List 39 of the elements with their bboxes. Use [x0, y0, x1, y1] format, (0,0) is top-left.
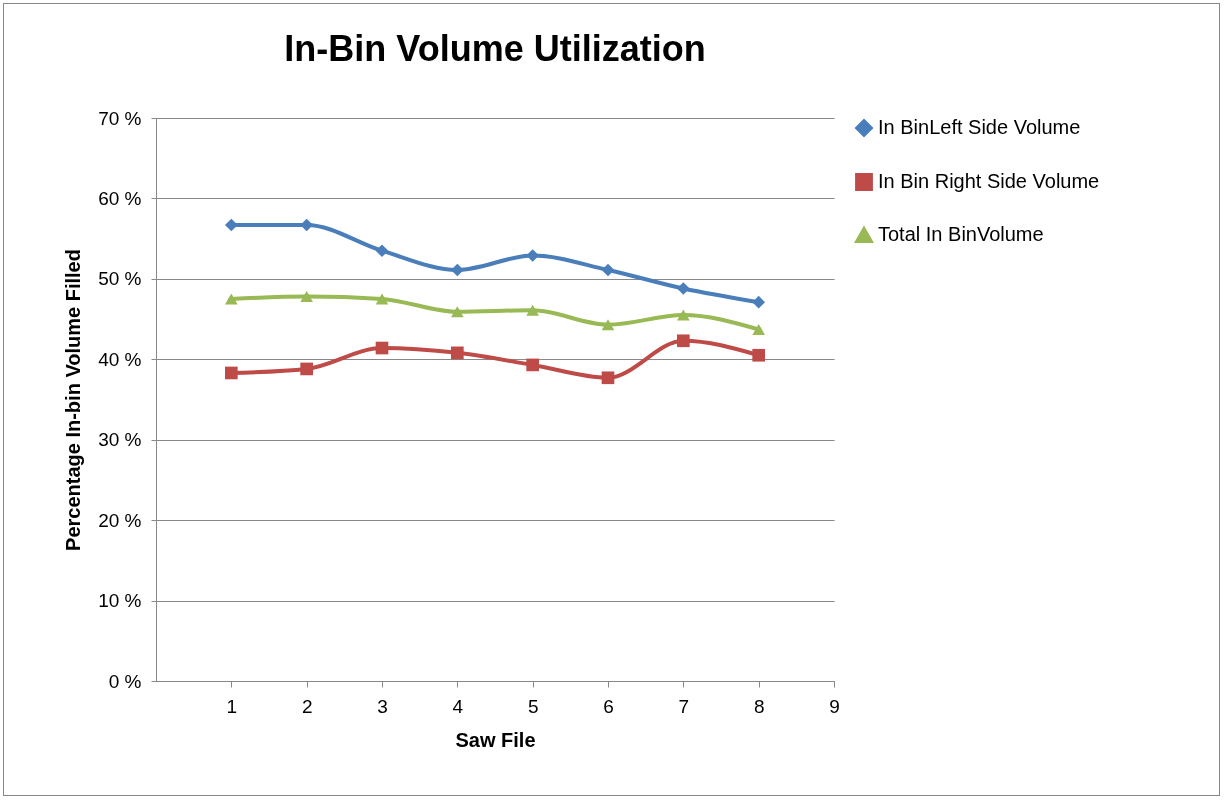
y-tick-label: 10 % — [98, 590, 142, 612]
point — [601, 319, 615, 331]
x-tick-label: 5 — [527, 695, 539, 717]
point — [526, 358, 539, 372]
point — [601, 263, 615, 277]
x-tick-label: 8 — [753, 695, 765, 717]
x-tick-label: 1 — [226, 695, 238, 717]
x-tick-label: 6 — [603, 695, 614, 717]
legend-label: In BinLeft Side Volume — [878, 116, 1081, 138]
x-axis-title: Saw File — [455, 728, 536, 751]
point — [677, 334, 690, 348]
y-tick-label: 20 % — [98, 509, 142, 531]
y-tick-label: 70 % — [98, 107, 142, 129]
point — [601, 371, 615, 385]
x-tick-label: 9 — [829, 695, 840, 717]
chart-title: In-Bin Volume Utilization — [284, 28, 706, 69]
point — [300, 218, 313, 232]
legend-label: In Bin Right Side Volume — [878, 170, 1100, 192]
y-tick-label: 0 % — [108, 670, 142, 692]
y-tick-label: 60 % — [98, 187, 142, 209]
point — [451, 346, 464, 360]
point — [375, 244, 389, 258]
point — [375, 341, 389, 355]
legend-label: Total In BinVolume — [878, 223, 1044, 245]
point — [300, 362, 313, 376]
x-tick-label: 2 — [301, 695, 313, 717]
x-tick-label: 3 — [377, 695, 388, 717]
y-tick-label: 50 % — [98, 268, 142, 290]
point — [375, 293, 389, 305]
point — [752, 348, 765, 362]
point — [752, 295, 765, 309]
y-tick-label: 40 % — [98, 348, 142, 370]
point — [225, 218, 238, 232]
point — [225, 366, 238, 380]
point — [451, 263, 464, 277]
y-tick-label: 30 % — [98, 429, 142, 451]
x-tick-label: 7 — [678, 695, 690, 717]
x-tick-label: 4 — [452, 695, 464, 717]
y-axis-title: Percentage In-bin Volume Filled — [62, 249, 85, 551]
